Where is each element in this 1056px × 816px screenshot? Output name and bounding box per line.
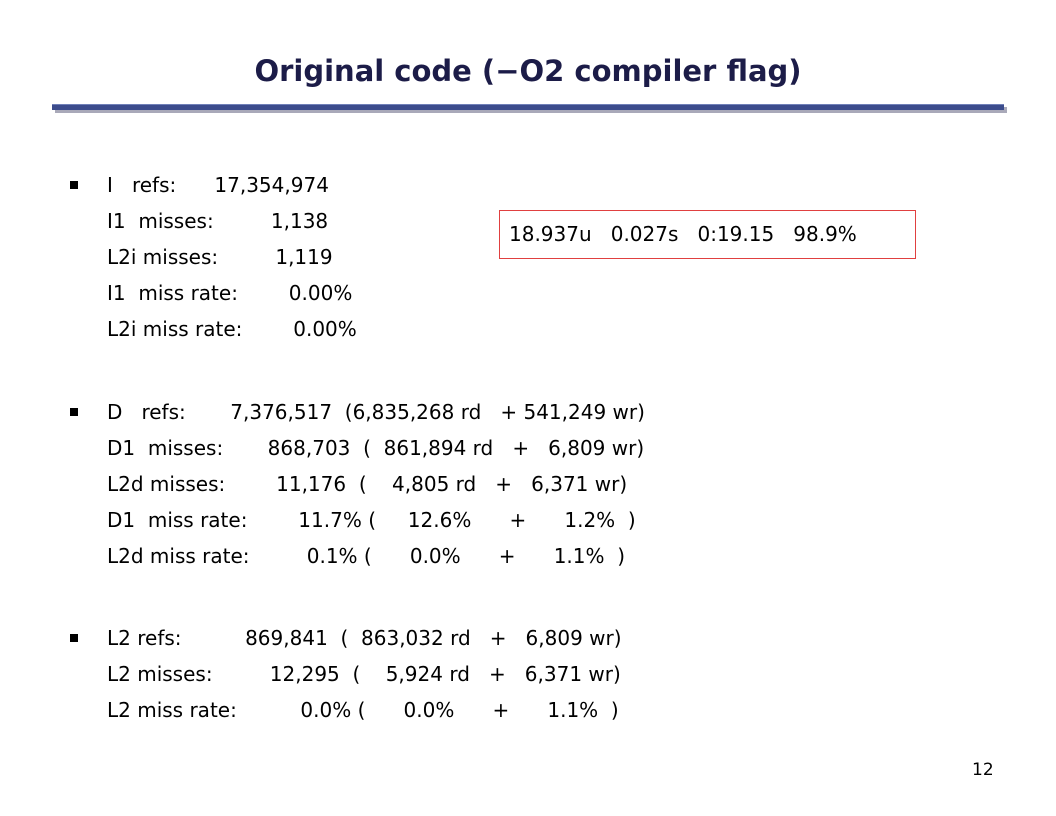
stat-line: D1 miss rate: 11.7% ( 12.6% + 1.2% ) [107, 508, 636, 532]
stat-line: L2 misses: 12,295 ( 5,924 rd + 6,371 wr) [107, 662, 621, 686]
title-rule [52, 104, 1004, 110]
stat-line: L2 refs: 869,841 ( 863,032 rd + 6,809 wr… [107, 626, 622, 650]
timing-box: 18.937u 0.027s 0:19.15 98.9% [499, 210, 916, 259]
bullet [70, 181, 78, 189]
page-number: 12 [972, 760, 994, 780]
stat-line: L2i miss rate: 0.00% [107, 317, 357, 341]
stat-line: L2d misses: 11,176 ( 4,805 rd + 6,371 wr… [107, 472, 628, 496]
stat-line: I1 misses: 1,138 [107, 209, 329, 233]
slide-title: Original code (−O2 compiler flag) [254, 54, 802, 88]
stat-line: L2d miss rate: 0.1% ( 0.0% + 1.1% ) [107, 544, 626, 568]
bullet [70, 408, 78, 416]
stat-line: D refs: 7,376,517 (6,835,268 rd + 541,24… [107, 400, 645, 424]
bullet [70, 634, 78, 642]
stat-line: L2i misses: 1,119 [107, 245, 333, 269]
stat-line: L2 miss rate: 0.0% ( 0.0% + 1.1% ) [107, 698, 619, 722]
stat-line: I refs: 17,354,974 [107, 173, 329, 197]
stat-line: I1 miss rate: 0.00% [107, 281, 353, 305]
stat-line: D1 misses: 868,703 ( 861,894 rd + 6,809 … [107, 436, 645, 460]
